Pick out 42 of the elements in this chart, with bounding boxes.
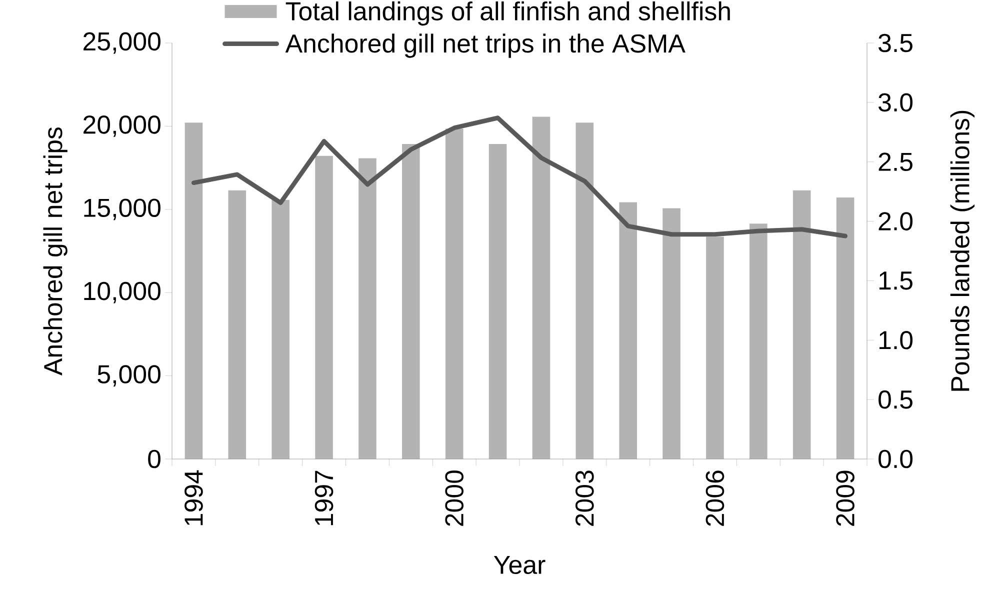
y-tick-label: 0 bbox=[148, 450, 160, 468]
line-series bbox=[191, 116, 848, 238]
y2-tick-label: 1.0 bbox=[880, 330, 913, 350]
bar bbox=[750, 224, 768, 459]
bar bbox=[402, 144, 420, 459]
y2-tick-label: 0.0 bbox=[878, 450, 913, 468]
bar bbox=[228, 190, 246, 459]
y2-tick-label: 3.5 bbox=[878, 34, 912, 52]
y2-tick-label: 0.5 bbox=[878, 390, 912, 409]
bar bbox=[184, 122, 203, 459]
bar bbox=[576, 122, 594, 459]
bar bbox=[315, 156, 333, 459]
bar bbox=[836, 198, 854, 459]
bar bbox=[792, 190, 811, 459]
legend-label: Anchored gill net trips in the ASMA bbox=[285, 34, 686, 58]
bar bbox=[706, 236, 724, 459]
x-tick-label: 2006 bbox=[706, 470, 724, 526]
y-tick-label: 10,000 bbox=[84, 282, 160, 304]
y-tick-label: 25,000 bbox=[84, 32, 160, 54]
y2-axis-title: Pounds landed (millions) bbox=[950, 110, 975, 391]
x-tick-label: 1994 bbox=[184, 470, 203, 526]
x-tick-label: 1997 bbox=[314, 470, 334, 526]
x-tick-label: 2009 bbox=[836, 470, 854, 526]
y-tick-label: 15,000 bbox=[84, 198, 160, 220]
y2-tick-label: 2.0 bbox=[878, 212, 913, 230]
bar bbox=[532, 116, 550, 459]
bar bbox=[488, 144, 507, 459]
y-tick-label: 20,000 bbox=[84, 115, 160, 137]
legend-label: Total landings of all finfish and shellfish bbox=[286, 1, 730, 26]
x-tick-label: 2000 bbox=[445, 470, 464, 526]
bar bbox=[445, 128, 464, 459]
bar bbox=[272, 200, 290, 459]
bar bbox=[358, 158, 376, 459]
y2-tick-label: 3.0 bbox=[878, 93, 913, 112]
y2-tick-label: 1.5 bbox=[880, 272, 912, 290]
bar bbox=[662, 208, 680, 459]
y2-tick-label: 2.5 bbox=[878, 152, 912, 172]
x-tick-label: 2003 bbox=[575, 470, 594, 526]
bar bbox=[619, 202, 638, 459]
y-tick-label: 5,000 bbox=[98, 365, 160, 386]
y-axis-title: Anchored gill net trips bbox=[43, 127, 68, 376]
x-axis-title: Year bbox=[494, 556, 546, 574]
